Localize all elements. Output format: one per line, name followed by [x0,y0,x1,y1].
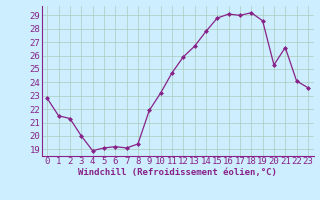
X-axis label: Windchill (Refroidissement éolien,°C): Windchill (Refroidissement éolien,°C) [78,168,277,177]
